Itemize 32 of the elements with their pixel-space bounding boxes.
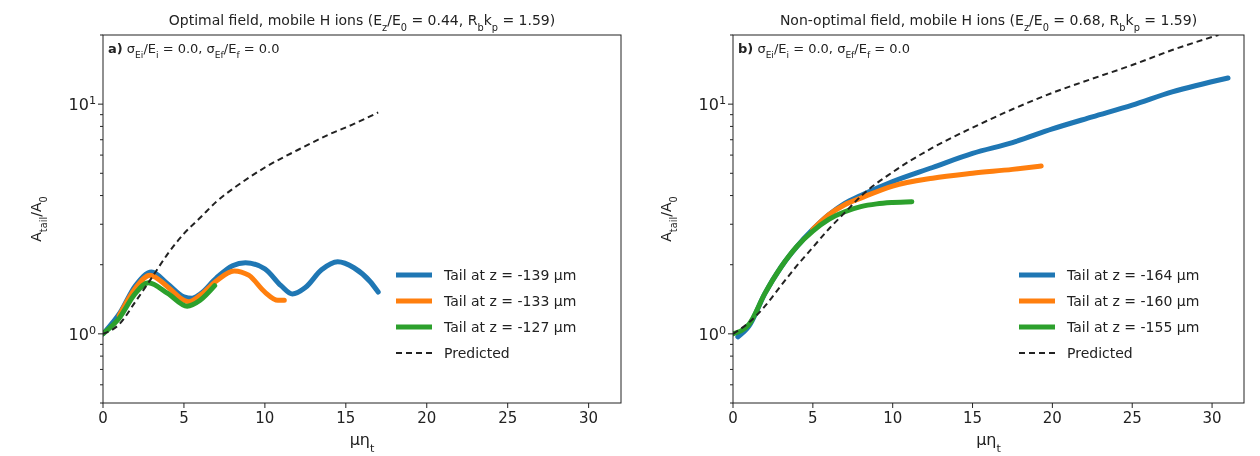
x-tick-label: 10 bbox=[255, 409, 275, 427]
y-tick-label: 10$^{0}$ bbox=[698, 323, 726, 344]
x-tick-label: 0 bbox=[728, 409, 738, 427]
legend-label: Predicted bbox=[444, 345, 510, 361]
x-axis-title: μη$_{t}$ bbox=[349, 430, 375, 455]
x-tick-label: 15 bbox=[962, 409, 983, 427]
x-tick-label: 30 bbox=[1202, 409, 1222, 427]
x-tick-label: 20 bbox=[417, 409, 437, 427]
x-tick-label: 20 bbox=[1042, 409, 1062, 427]
text: b) σ$_{Ei}$/E$_{i}$ = 0.0, σ$_{Ef}$/E$_{f}$ = 0.0 bbox=[738, 41, 910, 60]
legend-label: Tail at z = -127 μm bbox=[443, 319, 577, 335]
legend-label: Tail at z = -155 μm bbox=[1066, 319, 1200, 335]
chart-title: Non-optimal field, mobile H ions (E$_{z}$/E$_{0}$ = 0.68, R$_{b}$k$_{p}$ = 1.59) bbox=[779, 12, 1198, 33]
x-tick-label: 0 bbox=[98, 409, 108, 427]
legend-label: Predicted bbox=[1067, 345, 1133, 361]
x-axis-title: μη$_{t}$ bbox=[976, 430, 1002, 455]
x-tick-label: 25 bbox=[1122, 409, 1142, 427]
chart-title: Optimal field, mobile H ions (E$_{z}$/E$_{0}$ = 0.44, R$_{b}$k$_{p}$ = 1.59) bbox=[168, 12, 556, 33]
legend-label: Tail at z = -164 μm bbox=[1066, 267, 1200, 283]
x-tick-label: 30 bbox=[579, 409, 599, 427]
x-tick-label: 15 bbox=[336, 409, 356, 427]
y-tick-label: 10$^{0}$ bbox=[68, 323, 96, 344]
x-tick-label: 25 bbox=[498, 409, 518, 427]
y-tick-label: 10$^{1}$ bbox=[68, 93, 96, 115]
text: a) σ$_{Ei}$/E$_{i}$ = 0.0, σ$_{Ef}$/E$_{f}$ = 0.0 bbox=[108, 41, 280, 60]
y-tick-label: 10$^{1}$ bbox=[698, 93, 726, 115]
legend-label: Tail at z = -139 μm bbox=[443, 267, 577, 283]
legend-label: Tail at z = -133 μm bbox=[443, 293, 577, 309]
x-tick-label: 5 bbox=[179, 409, 189, 427]
x-tick-label: 5 bbox=[808, 409, 818, 427]
x-tick-label: 10 bbox=[883, 409, 903, 427]
legend-label: Tail at z = -160 μm bbox=[1066, 293, 1200, 309]
